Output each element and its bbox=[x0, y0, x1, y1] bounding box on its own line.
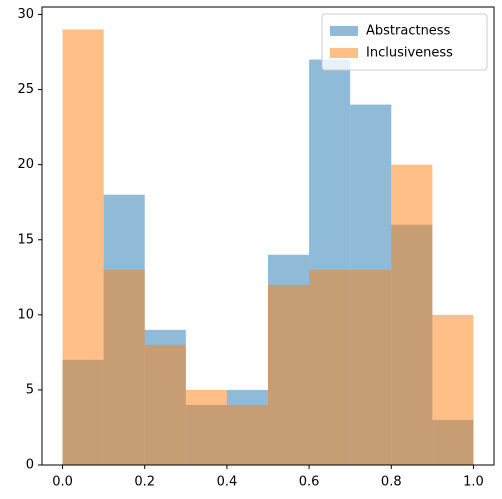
x-tick-label: 0.6 bbox=[299, 475, 320, 490]
y-tick-label: 15 bbox=[17, 232, 34, 247]
legend-swatch bbox=[330, 26, 358, 36]
y-tick-label: 0 bbox=[26, 458, 34, 473]
legend-box bbox=[321, 13, 488, 71]
y-tick-label: 5 bbox=[26, 382, 34, 397]
x-tick-label: 0.4 bbox=[217, 475, 238, 490]
bar bbox=[350, 269, 392, 465]
x-tick-label: 0.2 bbox=[134, 475, 155, 490]
legend-label: Inclusiveness bbox=[366, 46, 453, 61]
bar bbox=[226, 404, 268, 465]
bar bbox=[62, 29, 104, 465]
y-tick-label: 30 bbox=[17, 7, 34, 22]
bar bbox=[391, 164, 433, 466]
y-tick-label: 10 bbox=[17, 307, 34, 322]
bar bbox=[432, 314, 474, 465]
bar bbox=[309, 269, 351, 465]
plot-frame bbox=[41, 6, 495, 466]
y-tick-label: 20 bbox=[17, 157, 34, 172]
x-tick-label: 0.0 bbox=[52, 475, 73, 490]
x-tick-label: 1.0 bbox=[463, 475, 484, 490]
y-tick-label: 25 bbox=[17, 82, 34, 97]
bar bbox=[144, 344, 186, 465]
x-tick-label: 0.8 bbox=[381, 475, 402, 490]
bar bbox=[103, 269, 145, 465]
bar bbox=[268, 284, 310, 465]
bar bbox=[185, 389, 227, 465]
legend-label: Abstractness bbox=[366, 24, 451, 39]
legend-swatch bbox=[330, 48, 358, 58]
